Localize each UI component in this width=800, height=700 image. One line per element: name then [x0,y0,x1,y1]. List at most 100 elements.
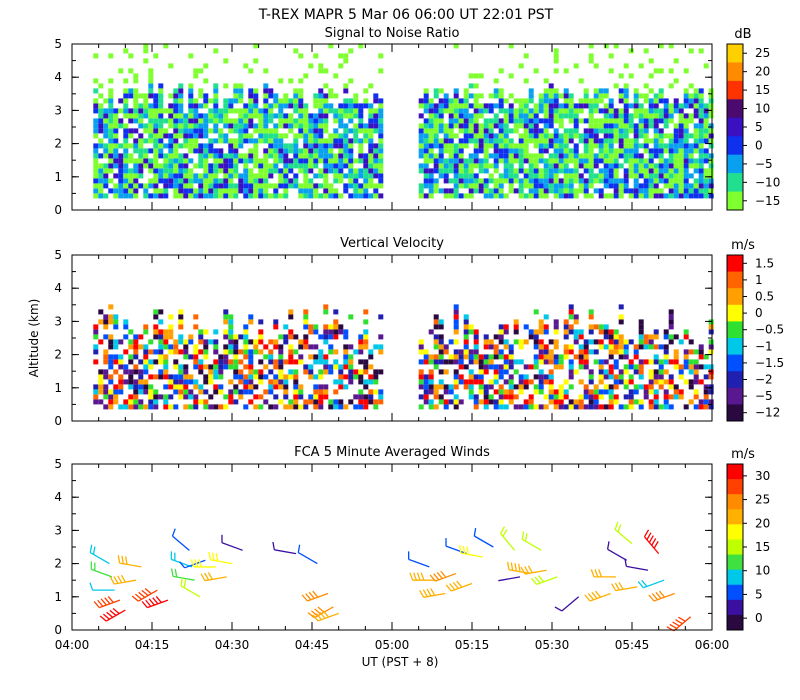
y-tick-label: 1 [54,381,62,395]
colorbar-label: 15 [755,540,770,554]
wind-barb [429,570,457,582]
y-tick-label: 3 [54,314,62,328]
wind-barb [408,551,430,568]
colorbar-label: 5 [755,120,763,134]
colorbar-label: 0 [755,306,763,320]
winds-data-layer [89,521,692,632]
colorbar-label: 30 [755,469,770,483]
y-tick-label: 4 [54,70,62,84]
wind-barb [297,544,318,565]
panel-title: FCA 5 Minute Averaged Winds [294,445,490,460]
colorbar-label: 1 [755,273,763,287]
colorbar-swatch [727,191,743,211]
colorbar-swatch [727,117,743,137]
y-tick-label: 1 [54,590,62,604]
wind-barb [554,596,580,612]
colorbar-swatch [727,584,743,601]
panel-winds: FCA 5 Minute Averaged Winds 0 1 2 3 4 5 04:00 04… [54,445,770,652]
wind-barb [590,569,616,578]
wind-barb [90,561,113,578]
y-tick-label: 5 [54,457,62,471]
colorbar-swatch [727,569,743,586]
colorbar-swatch [727,338,743,356]
colorbar-swatch [727,271,743,289]
snr-data-layer [93,43,714,199]
x-tick-label: 06:00 [695,638,730,652]
colorbar-swatch [727,173,743,193]
colorbar-swatch [727,304,743,322]
colorbar-swatch [727,44,743,63]
wind-barb [312,610,339,622]
wind-barb [614,521,633,545]
colorbar-swatch [727,288,743,306]
wind-barb [584,590,611,602]
colorbar-swatch [727,80,743,100]
colorbar-swatch [727,136,743,156]
colorbar-swatch [727,494,743,510]
colorbar-unit: dB [734,27,751,42]
wind-barb [666,616,692,632]
wind-barb [179,559,206,569]
colorbar-frame [726,254,744,422]
wind-barb [611,582,638,592]
wind-barb [208,551,233,565]
wind-barb [606,541,627,561]
wind-barb [499,526,516,551]
colorbar-label: 0 [755,138,763,152]
y-tick-label: 3 [54,103,62,117]
wind-barb [473,528,494,548]
colorbar-label: 15 [755,83,770,97]
wind-barb [498,576,521,582]
y-axis-label: Altitude (km) [27,299,41,378]
colorbar-swatch [727,255,743,273]
colorbar-label: 20 [755,516,770,530]
wind-barb [89,544,110,565]
panel-snr: Signal to Noise Ratio 0 1 2 3 4 5 25 20 15 10 5 0 −5 −… [54,26,780,217]
wind-barb [272,541,297,555]
panel-title: Vertical Velocity [340,236,444,251]
colorbar-swatch [727,479,743,495]
colorbar-label: 0.5 [755,290,774,304]
colorbar-label: −1 [755,339,773,353]
colorbar-swatch [727,99,743,119]
wind-barb [521,531,542,551]
velocity-colorbar: 1.5 1 0.5 0 −0.5 −1 −1.5 −2 −5 −12 m/s [726,238,784,422]
wind-barb [171,528,190,551]
x-axis-label: UT (PST + 8) [362,655,439,669]
x-tick-label: 05:30 [535,638,570,652]
wind-barb [99,607,126,622]
wind-barb [458,545,483,558]
colorbar-label: 25 [755,493,770,507]
snr-colorbar: 25 20 15 10 5 0 −5 −10 −15 dB [726,27,780,211]
y-tick-label: 5 [54,248,62,262]
colorbar-label: 0 [755,611,763,625]
colorbar-swatch [727,404,743,422]
y-tick-label: 1 [54,170,62,184]
colorbar-swatch [727,321,743,339]
wind-barb [409,572,435,581]
colorbar-label: 1.5 [755,256,774,270]
y-tick-label: 0 [54,414,62,428]
winds-colorbar: 30 25 20 15 10 5 0 m/s [726,447,770,631]
colorbar-swatch [727,354,743,372]
colorbar-swatch [727,154,743,174]
y-tick-label: 5 [54,37,62,51]
figure-title: T-REX MAPR 5 Mar 06 06:00 UT 22:01 PST [258,7,554,23]
wind-barb [445,580,473,592]
y-tick-label: 0 [54,203,62,217]
colorbar-swatch [727,509,743,525]
wind-barb [531,575,558,586]
colorbar-label: −15 [755,194,780,208]
y-tick-label: 0 [54,623,62,637]
colorbar-unit: m/s [731,238,755,253]
colorbar-label: 10 [755,564,770,578]
colorbar-swatch [727,62,743,82]
wind-barb [200,572,227,582]
y-tick-label: 2 [54,557,62,571]
y-tick-label: 4 [54,281,62,295]
x-tick-label: 04:00 [55,638,90,652]
wind-barb [131,588,158,602]
colorbar-label: −1.5 [755,356,784,370]
plot-frame [71,463,713,631]
